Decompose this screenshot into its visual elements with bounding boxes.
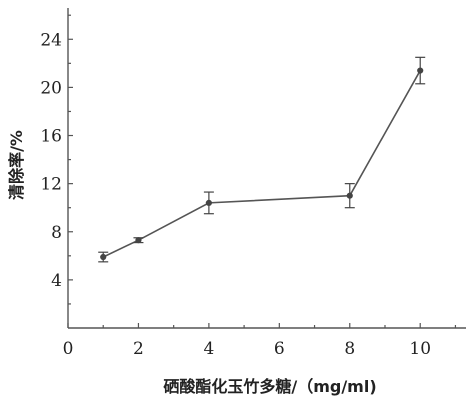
x-tick-label: 8 bbox=[344, 339, 355, 359]
data-point bbox=[135, 237, 142, 244]
data-point bbox=[205, 199, 212, 206]
y-tick-label: 8 bbox=[51, 223, 62, 243]
y-tick-label: 4 bbox=[51, 271, 62, 291]
axes bbox=[67, 8, 466, 329]
x-tick-label: 0 bbox=[63, 339, 74, 359]
series bbox=[98, 56, 426, 263]
x-tick-label: 10 bbox=[409, 339, 431, 359]
y-axis-label: 清除率/% bbox=[7, 130, 26, 200]
y-tick-label: 12 bbox=[40, 175, 62, 195]
y-tick-label: 20 bbox=[40, 78, 62, 98]
x-tick-label: 6 bbox=[274, 339, 285, 359]
y-tick-label: 24 bbox=[40, 30, 62, 50]
x-tick-label: 2 bbox=[133, 339, 144, 359]
x-axis-label: 硒酸酯化玉竹多糖/（mg/ml) bbox=[163, 377, 376, 396]
data-point bbox=[346, 192, 353, 199]
data-point bbox=[100, 253, 107, 261]
data-point bbox=[417, 67, 424, 74]
x-tick-label: 4 bbox=[203, 339, 214, 359]
y-tick-label: 16 bbox=[40, 127, 62, 147]
series-line bbox=[102, 70, 421, 258]
